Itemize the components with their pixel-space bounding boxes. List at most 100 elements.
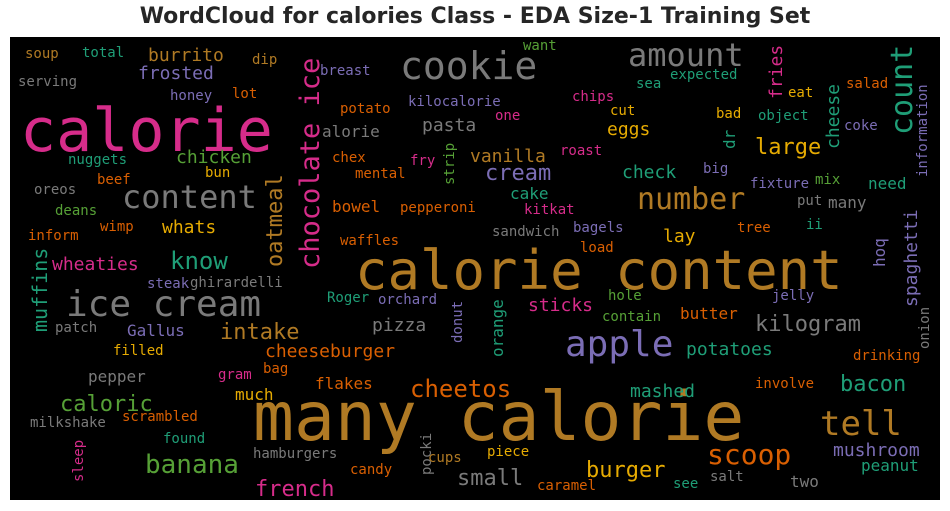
word: wheaties bbox=[52, 256, 139, 274]
word: milkshake bbox=[30, 416, 106, 430]
word: butter bbox=[680, 306, 738, 322]
word: fries bbox=[768, 45, 786, 99]
word: bad bbox=[716, 107, 741, 121]
word: vanilla bbox=[470, 148, 546, 166]
word: found bbox=[163, 432, 205, 446]
word: burger bbox=[586, 460, 665, 482]
word: know bbox=[170, 249, 228, 273]
word: pasta bbox=[422, 117, 476, 135]
word: check bbox=[622, 164, 676, 182]
word: cookie bbox=[400, 47, 537, 85]
word: cut bbox=[610, 104, 635, 118]
word: small bbox=[457, 468, 523, 490]
word: big bbox=[703, 162, 728, 176]
word: see bbox=[673, 477, 698, 491]
word: roast bbox=[560, 144, 602, 158]
word: nuggets bbox=[68, 153, 127, 167]
word: inform bbox=[28, 229, 79, 243]
word: information bbox=[916, 84, 930, 177]
word: involve bbox=[755, 377, 814, 391]
word: onion bbox=[918, 307, 932, 349]
word: sticks bbox=[528, 297, 593, 315]
word: fixture bbox=[750, 177, 809, 191]
word: piece bbox=[487, 445, 529, 459]
word: scrambled bbox=[122, 410, 198, 424]
word: sea bbox=[636, 77, 661, 91]
word: eggs bbox=[607, 121, 650, 139]
word: sleep bbox=[72, 440, 86, 482]
word: many bbox=[828, 195, 867, 211]
word: spaghetti bbox=[903, 209, 921, 307]
word: kitkat bbox=[524, 203, 575, 217]
word: caramel bbox=[537, 479, 596, 493]
word: dr bbox=[722, 130, 738, 149]
word: potatoes bbox=[686, 341, 773, 359]
word: whats bbox=[162, 219, 216, 237]
word: lay bbox=[663, 228, 696, 246]
word: patch bbox=[55, 321, 97, 335]
word: oreos bbox=[34, 183, 76, 197]
word-cloud: calorie content many calorie calorie ice… bbox=[10, 37, 940, 500]
word: number bbox=[637, 185, 745, 215]
word: filled bbox=[113, 344, 164, 358]
word: candy bbox=[350, 463, 392, 477]
word: two bbox=[790, 474, 819, 490]
word: honey bbox=[170, 89, 212, 103]
word: Gallus bbox=[127, 323, 185, 339]
word: bun bbox=[205, 166, 230, 180]
word: mix bbox=[815, 173, 840, 187]
word: pizza bbox=[372, 317, 426, 335]
word: pepperoni bbox=[400, 201, 476, 215]
word: tell bbox=[820, 407, 902, 441]
word: orange bbox=[490, 299, 506, 357]
word: beef bbox=[97, 173, 131, 187]
word: expected bbox=[670, 68, 737, 82]
word: donut bbox=[451, 301, 465, 343]
word: ice cream bbox=[66, 287, 261, 323]
word: contain bbox=[602, 310, 661, 324]
word: put bbox=[797, 194, 822, 208]
word: alorie bbox=[322, 124, 380, 140]
word: load bbox=[580, 241, 614, 255]
word: tree bbox=[737, 221, 771, 235]
word: kilogram bbox=[755, 314, 861, 336]
word: cheeseburger bbox=[265, 343, 395, 361]
word: total bbox=[82, 46, 124, 60]
word: flakes bbox=[315, 376, 373, 392]
word: soup bbox=[25, 47, 59, 61]
word: waffles bbox=[340, 234, 399, 248]
word: content bbox=[122, 181, 257, 213]
word: salt bbox=[710, 470, 744, 484]
word: cups bbox=[428, 451, 462, 465]
word: hoq bbox=[872, 238, 888, 267]
word: ii bbox=[806, 218, 823, 232]
word: cake bbox=[510, 186, 549, 202]
word: dip bbox=[252, 53, 277, 67]
word: jelly bbox=[772, 289, 814, 303]
word: ghirardelli bbox=[190, 276, 283, 290]
word: object bbox=[758, 109, 809, 123]
word: kilocalorie bbox=[408, 95, 501, 109]
word: potato bbox=[340, 102, 391, 116]
word: apple bbox=[565, 327, 673, 363]
word: bag bbox=[263, 362, 288, 376]
word: muffins bbox=[30, 248, 50, 332]
word: serving bbox=[18, 75, 77, 89]
word: peanut bbox=[861, 458, 919, 474]
word: coke bbox=[844, 119, 878, 133]
word: mental bbox=[355, 167, 406, 181]
word: Roger bbox=[327, 291, 369, 305]
word: fry bbox=[410, 154, 435, 168]
word: banana bbox=[145, 452, 239, 478]
word: cheese bbox=[825, 84, 843, 149]
word: hole bbox=[608, 289, 642, 303]
word: one bbox=[495, 109, 520, 123]
word: gram bbox=[218, 368, 252, 382]
word: deans bbox=[55, 204, 97, 218]
word: strip bbox=[443, 143, 457, 185]
word: bowel bbox=[332, 199, 380, 215]
word: mashed bbox=[630, 383, 695, 401]
word: orchard bbox=[378, 293, 437, 307]
word: cheetos bbox=[410, 377, 511, 401]
word: eat bbox=[788, 86, 813, 100]
